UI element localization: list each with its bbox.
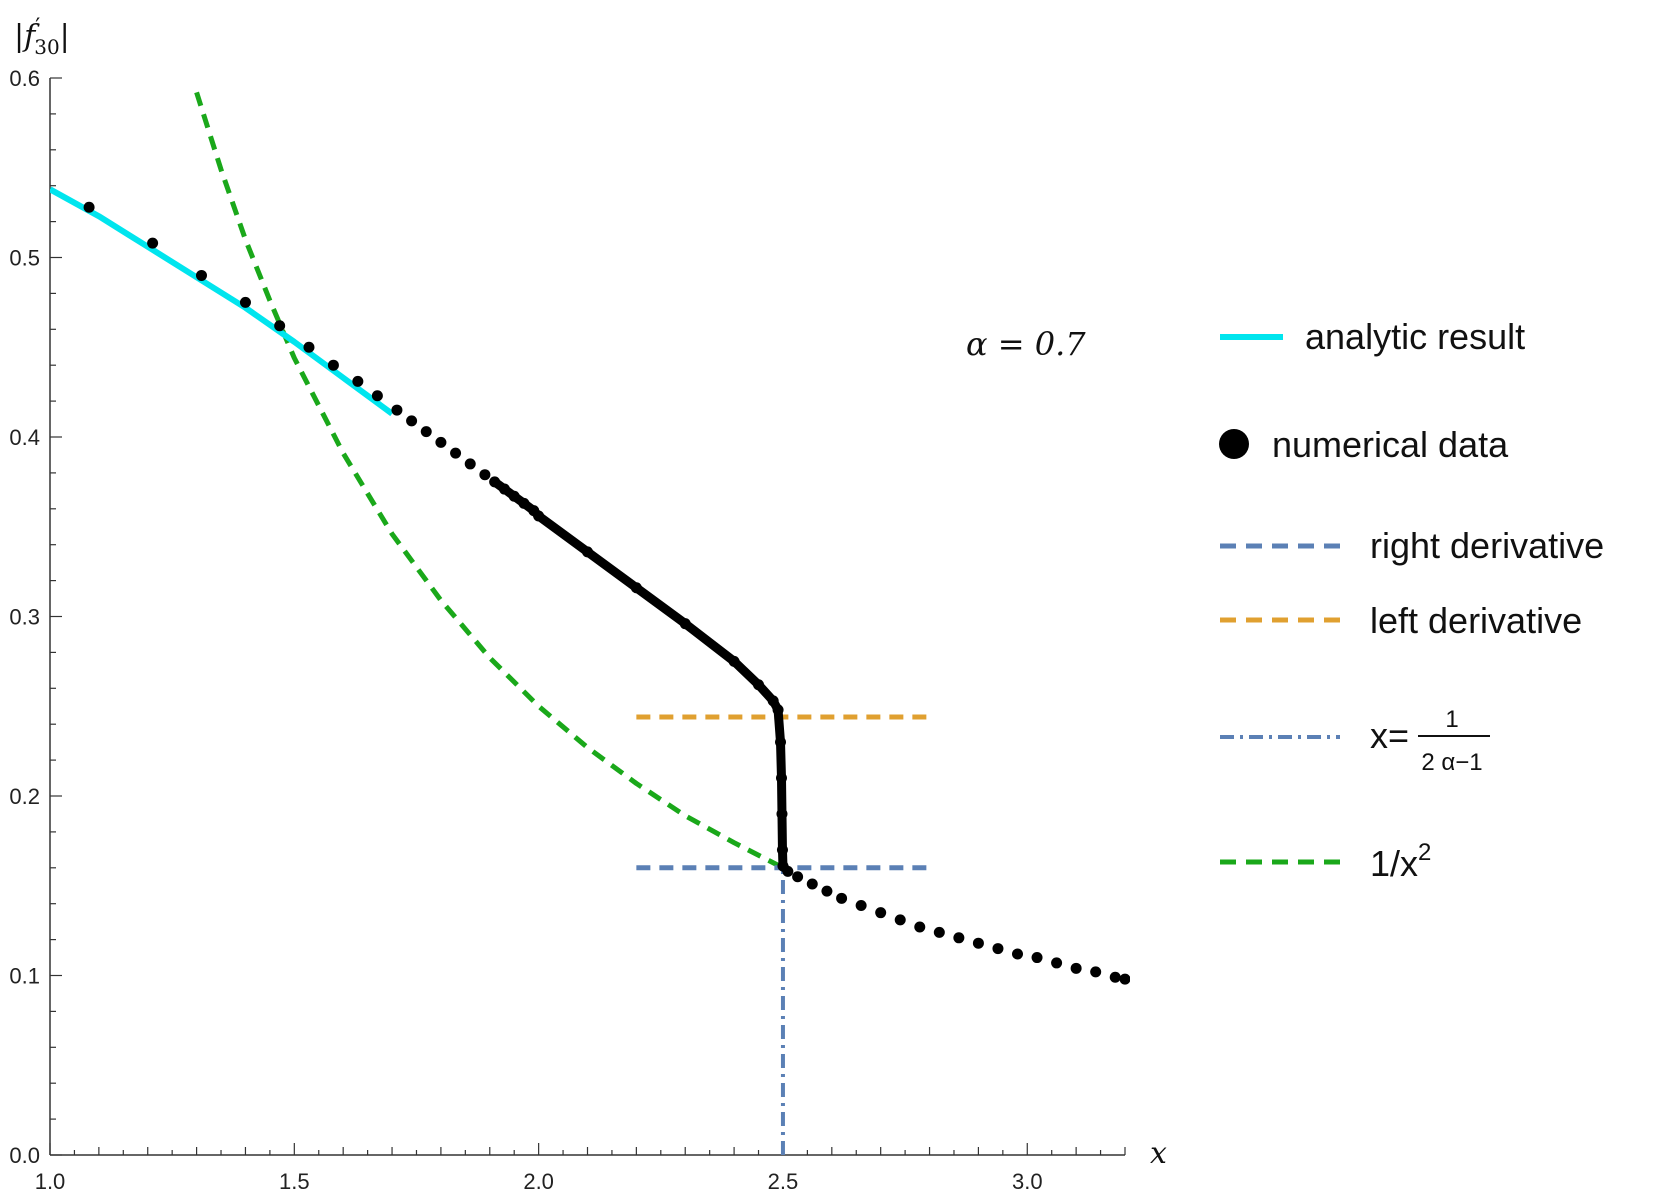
legend-label-numerical: numerical data <box>1272 424 1509 465</box>
data-point <box>806 878 818 890</box>
y-tick-label: 0.4 <box>9 425 40 450</box>
data-point <box>239 296 251 308</box>
data-point <box>875 907 887 919</box>
data-point <box>1109 971 1121 983</box>
x-tick-label: 2.0 <box>523 1169 554 1194</box>
data-point <box>992 943 1004 955</box>
data-point <box>406 415 418 427</box>
series-layer <box>50 91 1130 1155</box>
legend-label-vertical-num: 1 <box>1445 706 1458 733</box>
series-5-line <box>194 91 785 871</box>
axis-ticks <box>49 77 1126 1156</box>
data-point <box>821 885 833 897</box>
data-point <box>1119 973 1130 985</box>
data-point <box>327 359 339 371</box>
numerical-data-dense-segment <box>490 477 793 876</box>
data-point <box>352 375 364 387</box>
data-point <box>1051 957 1063 969</box>
data-point <box>420 426 432 438</box>
y-tick-label: 0.3 <box>9 605 40 630</box>
data-point <box>894 914 906 926</box>
data-point <box>855 899 867 911</box>
tick-labels: 1.0 1.5 2.0 2.5 3.0 0.0 0.1 0.2 0.3 0.4 0.5 0.6 <box>9 66 1042 1194</box>
y-tick-label: 0.1 <box>9 964 40 989</box>
numerical-data-markers <box>83 201 1130 985</box>
x-tick-label: 1.0 <box>35 1169 66 1194</box>
legend-label-vertical-prefix: x= <box>1370 715 1409 756</box>
legend-label-analytic: analytic result <box>1305 316 1525 357</box>
data-point <box>83 201 95 213</box>
data-point <box>274 320 286 332</box>
y-tick-label: 0.5 <box>9 246 40 271</box>
data-point <box>792 871 804 883</box>
data-point <box>371 390 383 402</box>
data-point <box>147 237 159 249</box>
data-point <box>303 341 315 353</box>
data-point <box>953 932 965 944</box>
series-0-line <box>50 186 394 417</box>
data-point <box>836 892 848 904</box>
legend-label-vertical-den: 2 α−1 <box>1421 749 1482 776</box>
x-tick-label: 1.5 <box>279 1169 310 1194</box>
x-tick-label: 2.5 <box>768 1169 799 1194</box>
data-point <box>464 458 476 470</box>
data-point <box>1012 948 1023 960</box>
data-point <box>972 937 984 949</box>
alpha-annotation: α = 0.7 <box>966 325 1086 363</box>
data-point <box>1031 952 1043 964</box>
data-point <box>450 447 462 459</box>
legend-label-right-derivative: right derivative <box>1370 525 1604 566</box>
data-point <box>933 926 945 938</box>
y-tick-label: 0.2 <box>9 784 40 809</box>
data-point <box>1070 962 1082 974</box>
data-point <box>914 921 926 933</box>
x-axis-label: x <box>1150 1136 1167 1171</box>
data-point <box>391 404 403 416</box>
data-point <box>1090 966 1102 978</box>
data-point <box>435 436 447 448</box>
legend-label-inverse-square-sup: 2 <box>1418 839 1431 866</box>
legend-label-inverse-square: 1/x2 <box>1370 839 1431 884</box>
legend: analytic result numerical data right der… <box>1219 316 1604 884</box>
legend-label-left-derivative: left derivative <box>1370 600 1582 641</box>
y-tick-label: 0.6 <box>9 66 40 91</box>
data-point <box>195 269 207 281</box>
y-axis-label: |f′ 30| <box>14 15 70 59</box>
legend-swatch-numerical <box>1219 429 1249 459</box>
y-tick-label: 0.0 <box>9 1143 40 1168</box>
x-tick-label: 3.0 <box>1012 1169 1043 1194</box>
legend-label-inverse-square-base: 1/x <box>1370 843 1418 884</box>
data-point <box>479 469 491 481</box>
